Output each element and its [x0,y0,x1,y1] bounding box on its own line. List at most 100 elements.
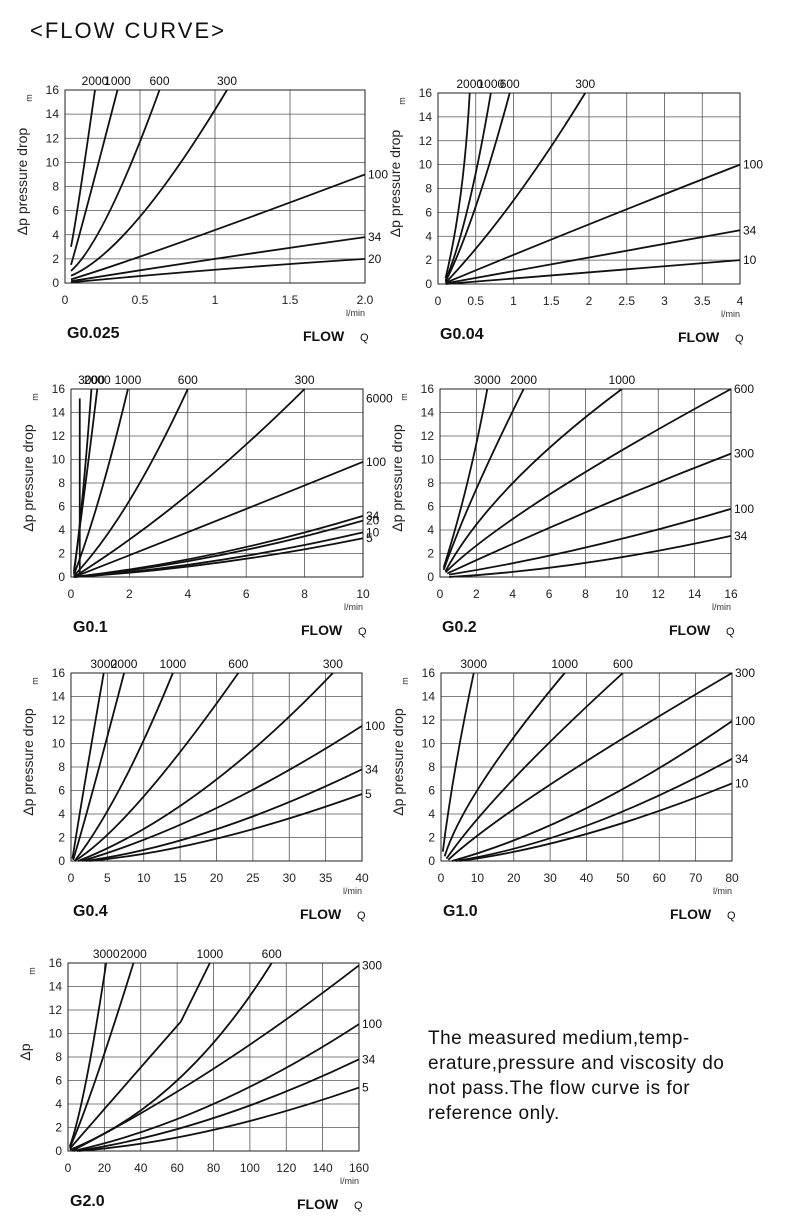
curve-label-2000: 2000 [510,373,537,387]
curve-600 [70,89,161,272]
curve-label-34: 34 [368,230,382,244]
x-tick-label: 15 [173,871,187,885]
x-tick-label: 60 [170,1161,184,1175]
curve-label-300: 300 [323,657,343,671]
y-tick-label: 14 [52,406,66,420]
curve-label-34: 34 [743,223,757,237]
x-tick-label: 60 [653,871,667,885]
y-tick-label: 14 [421,406,435,420]
flow-symbol: Q [358,626,367,638]
x-unit-label: l/min [346,308,365,318]
curve-20 [73,519,364,578]
model-name: G1.0 [443,903,478,920]
y-tick-label: 8 [428,760,435,774]
x-tick-label: 0 [437,587,444,601]
y-tick-label: 16 [49,956,63,970]
flow-label: FLOW [297,1196,339,1212]
curve-600 [73,388,189,577]
chart-G0.04: 0 0.5 1 1.5 2 2.5 3 3.5 4 0 2 4 6 8 10 12 14 16 2000100060… [387,77,763,345]
y-axis-label: Δp pressure drop [20,708,36,816]
y-tick-label: 0 [427,570,434,584]
curve-label-6000: 6000 [366,391,393,405]
y-tick-label: 10 [419,158,433,172]
x-tick-label: 20 [98,1161,112,1175]
x-tick-label: 0 [68,871,75,885]
x-tick-label: 25 [246,871,260,885]
x-tick-label: 40 [580,871,594,885]
model-name: G0.2 [442,619,477,636]
y-axis-label: Δp pressure drop [14,128,30,236]
x-unit-label: l/min [713,886,732,896]
curve-label-2000: 2000 [111,657,138,671]
flow-label: FLOW [669,622,711,638]
curve-300 [70,89,228,277]
curve-label-3000: 3000 [93,947,120,961]
x-tick-label: 8 [582,587,589,601]
model-name: G2.0 [70,1193,105,1210]
curve-label-34: 34 [362,1052,376,1066]
y-tick-label: 12 [52,429,66,443]
curve-label-1000: 1000 [551,657,578,671]
plot-frame [437,92,741,285]
curve-3000 [441,672,475,852]
curve-label-100: 100 [365,719,385,733]
x-tick-label: 70 [689,871,703,885]
curve-label-2000: 2000 [456,77,483,91]
plot-frame [70,388,364,578]
curve-600 [444,388,732,573]
curve-label-34: 34 [734,529,748,543]
curve-label-1000: 1000 [115,373,142,387]
curve-label-34: 34 [365,762,379,776]
curve-100 [81,725,363,862]
curve-3000 [71,672,105,859]
x-tick-label: 16 [724,587,738,601]
y-tick-label: 10 [52,737,66,751]
curve-2000 [444,92,471,279]
curve-label-300: 300 [362,958,382,972]
curve-label-100: 100 [366,455,386,469]
y-tick-label: 16 [52,666,66,680]
curve-100 [70,173,366,281]
curve-label-1000: 1000 [104,74,131,88]
curve-label-600: 600 [262,947,282,961]
curve-5 [78,1086,360,1152]
y-tick-label: 6 [58,500,65,514]
y-tick-label: 8 [55,1050,62,1064]
y-tick-label: 16 [422,666,436,680]
flow-label: FLOW [301,622,343,638]
y-tick-label: 6 [427,500,434,514]
y-tick-label: 16 [46,83,60,97]
curve-10 [459,782,733,862]
y-tick-label: 10 [421,453,435,467]
plot-frame [440,672,733,862]
y-unit-mark: m [400,677,410,685]
y-tick-label: 14 [422,690,436,704]
curve-label-5: 5 [365,787,372,801]
curve-label-20: 20 [368,252,382,266]
x-unit-label: l/min [721,309,740,319]
y-axis-label: Δp [17,1043,33,1060]
model-name: G0.025 [67,325,120,342]
curve-3000 [68,962,108,1147]
curve-label-300: 300 [575,77,595,91]
curve-label-3000: 3000 [460,657,487,671]
x-unit-label: l/min [343,886,362,896]
curve-label-20: 20 [366,514,380,528]
plot-frame [67,962,360,1152]
x-tick-label: 4 [184,587,191,601]
y-unit-mark: m [30,677,40,685]
flow-label: FLOW [300,906,342,922]
y-tick-label: 10 [52,453,66,467]
x-tick-label: 0 [62,293,69,307]
x-tick-label: 30 [543,871,557,885]
y-tick-label: 8 [58,760,65,774]
curve-5 [73,537,364,578]
y-tick-label: 6 [52,204,59,218]
curve-label-600: 600 [500,77,520,91]
curve-300 [77,672,334,862]
curve-34 [445,229,741,285]
x-tick-label: 0 [435,294,442,308]
y-tick-label: 2 [425,253,432,267]
curve-20 [70,257,366,284]
